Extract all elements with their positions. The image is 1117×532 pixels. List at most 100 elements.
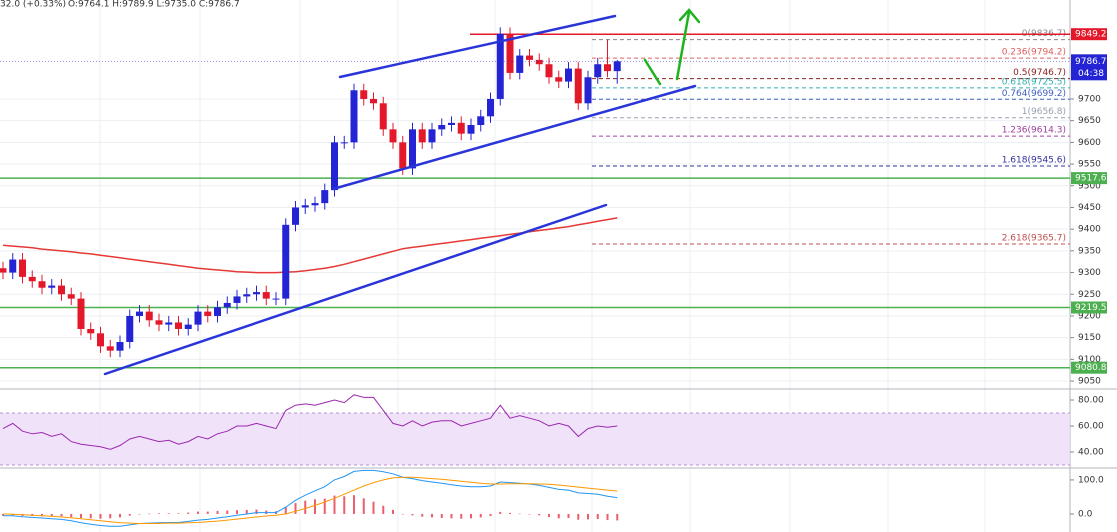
macd-histogram xyxy=(411,513,414,516)
macd-histogram xyxy=(99,513,102,519)
candle-body xyxy=(165,322,173,325)
candle-body xyxy=(565,68,572,82)
candle-body xyxy=(155,320,163,325)
last-price-tag xyxy=(1071,54,1107,81)
countdown: 04:38 xyxy=(1078,69,1104,79)
price-tag-label: 9849.2 xyxy=(1075,30,1107,40)
candle-body xyxy=(0,268,7,273)
candle-body xyxy=(428,129,436,143)
candle-body xyxy=(389,129,397,143)
fib-label: 2.618(9365.7) xyxy=(1002,234,1066,244)
macd-histogram xyxy=(382,505,385,514)
macd-histogram xyxy=(518,513,521,515)
candle-body xyxy=(409,129,416,169)
macd-histogram xyxy=(528,513,531,515)
macd-histogram xyxy=(431,513,433,518)
y-tick-label: 9450 xyxy=(1078,203,1101,213)
macd-histogram xyxy=(60,513,63,517)
candle-body xyxy=(253,292,260,295)
price-tag xyxy=(1071,28,1107,41)
candle-body xyxy=(19,259,26,277)
macd-histogram xyxy=(343,496,346,514)
candle-body xyxy=(516,55,524,73)
candle-body xyxy=(399,142,407,169)
candle-body xyxy=(223,302,231,308)
macd-histogram xyxy=(226,510,229,514)
macd-histogram xyxy=(89,513,92,519)
candle-body xyxy=(204,311,212,316)
y-tick-label: 9200 xyxy=(1078,311,1101,321)
candle-body xyxy=(126,315,134,342)
macd-histogram xyxy=(353,495,355,514)
candle-body xyxy=(233,296,241,303)
macd-histogram xyxy=(236,510,238,514)
candle-body xyxy=(175,322,182,329)
macd-histogram xyxy=(509,512,511,514)
candle-body xyxy=(38,281,46,288)
plot: 9050 9100 9150 9200 9250 9300 9350 9400 9450 9500… xyxy=(0,27,1107,527)
signal-line xyxy=(2,476,618,524)
macd-histogram xyxy=(148,513,151,515)
candle-body xyxy=(321,190,329,204)
candle-body xyxy=(97,333,104,347)
macd-histogram xyxy=(421,513,424,517)
fib-label: 0.5(9746.7) xyxy=(1013,68,1066,78)
last-price-label: 9786.7 xyxy=(1075,57,1107,67)
macd-histogram xyxy=(333,495,336,514)
candle-body xyxy=(360,90,368,99)
rsi-tick-label: 80.00 xyxy=(1078,396,1104,406)
candle-body xyxy=(292,207,299,225)
candle-body xyxy=(594,64,602,78)
macd-histogram xyxy=(567,513,570,519)
macd-histogram xyxy=(440,513,443,519)
candle-body xyxy=(243,294,251,297)
candle-body xyxy=(136,311,143,316)
candle-body xyxy=(438,124,446,130)
macd-histogram xyxy=(255,509,258,514)
candle-body xyxy=(194,311,202,325)
macd-line xyxy=(3,469,618,527)
y-tick-label: 9700 xyxy=(1078,94,1101,104)
price-tag-label: 9080.8 xyxy=(1075,363,1107,373)
moving-average xyxy=(2,217,618,274)
macd-histogram xyxy=(323,498,326,514)
header-ohlc: O:9764.1 H:9789.9 L:9735.0 C:9786.7 xyxy=(68,0,240,10)
macd-histogram xyxy=(460,513,463,519)
y-tick-label: 9100 xyxy=(1078,355,1101,365)
candle-body xyxy=(48,285,56,288)
price-tag xyxy=(1071,172,1107,185)
candle-body xyxy=(214,307,221,316)
y-tick-label: 9150 xyxy=(1078,333,1101,343)
macd-histogram xyxy=(577,513,580,520)
y-tick-label: 9350 xyxy=(1078,246,1101,256)
macd-histogram xyxy=(401,513,404,515)
macd-histogram xyxy=(548,513,550,518)
candle-body xyxy=(604,64,611,72)
candle-body xyxy=(9,259,17,273)
macd-histogram xyxy=(206,511,209,514)
y-tick-label: 9050 xyxy=(1078,377,1101,387)
y-tick-label: 9600 xyxy=(1078,138,1101,148)
macd-histogram xyxy=(392,509,394,514)
candle-body xyxy=(28,276,36,282)
macd-histogram xyxy=(362,498,365,514)
candle-body xyxy=(262,292,270,299)
macd-histogram xyxy=(314,499,316,514)
price-tag xyxy=(1071,301,1107,314)
candle-body xyxy=(457,122,465,134)
candle-body xyxy=(467,124,475,134)
trend-lines xyxy=(103,14,697,376)
fib-label: 0.764(9699.2) xyxy=(1002,89,1066,99)
candle-body xyxy=(535,59,543,65)
macd-histogram xyxy=(489,513,492,516)
macd-histogram xyxy=(197,511,199,514)
candle-body xyxy=(545,64,553,78)
candle-body xyxy=(418,129,426,143)
candle-body xyxy=(301,205,309,208)
macd-histogram xyxy=(128,513,131,516)
candle-body xyxy=(584,77,592,104)
candle-body xyxy=(340,142,348,144)
candle-body xyxy=(116,341,124,351)
candle-body xyxy=(184,324,192,329)
